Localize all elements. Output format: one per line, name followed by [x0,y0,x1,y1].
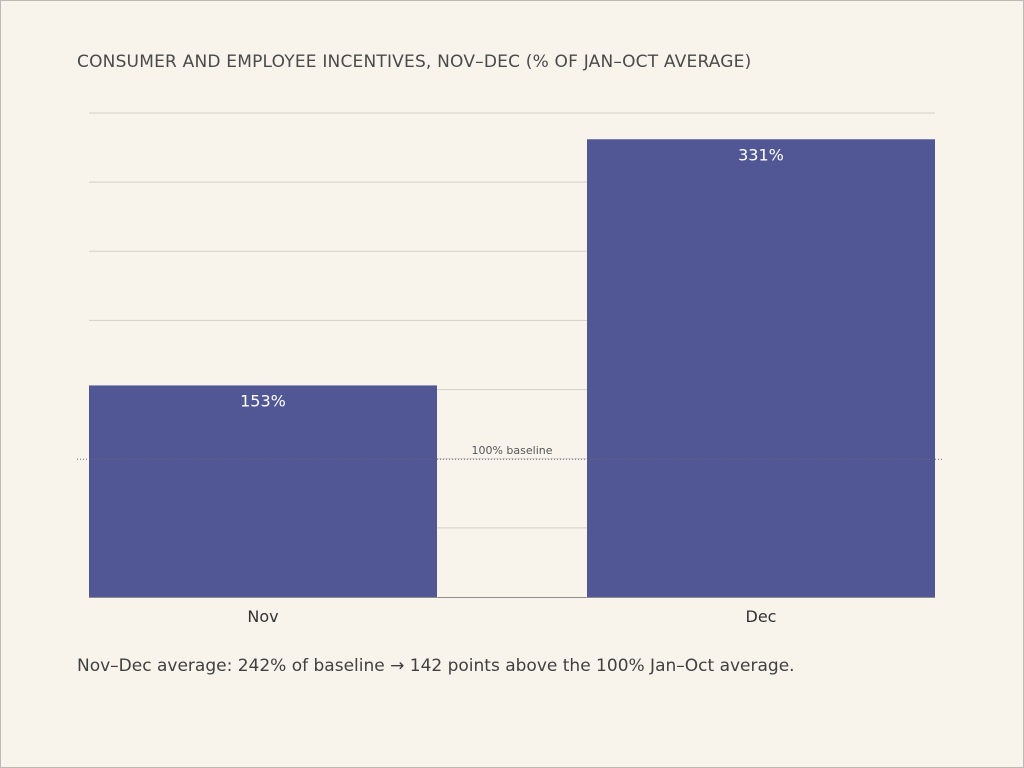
bar-nov [89,385,437,597]
bar-dec [587,139,935,597]
baseline-label: 100% baseline [471,444,552,457]
data-label-nov: 153% [240,391,286,410]
chart-title: CONSUMER AND EMPLOYEE INCENTIVES, NOV–DE… [77,52,752,72]
x-tick-label-dec: Dec [746,607,777,626]
x-tick-label-nov: Nov [247,607,278,626]
chart-footnote: Nov–Dec average: 242% of baseline → 142 … [77,656,795,676]
data-label-dec: 331% [738,145,784,164]
